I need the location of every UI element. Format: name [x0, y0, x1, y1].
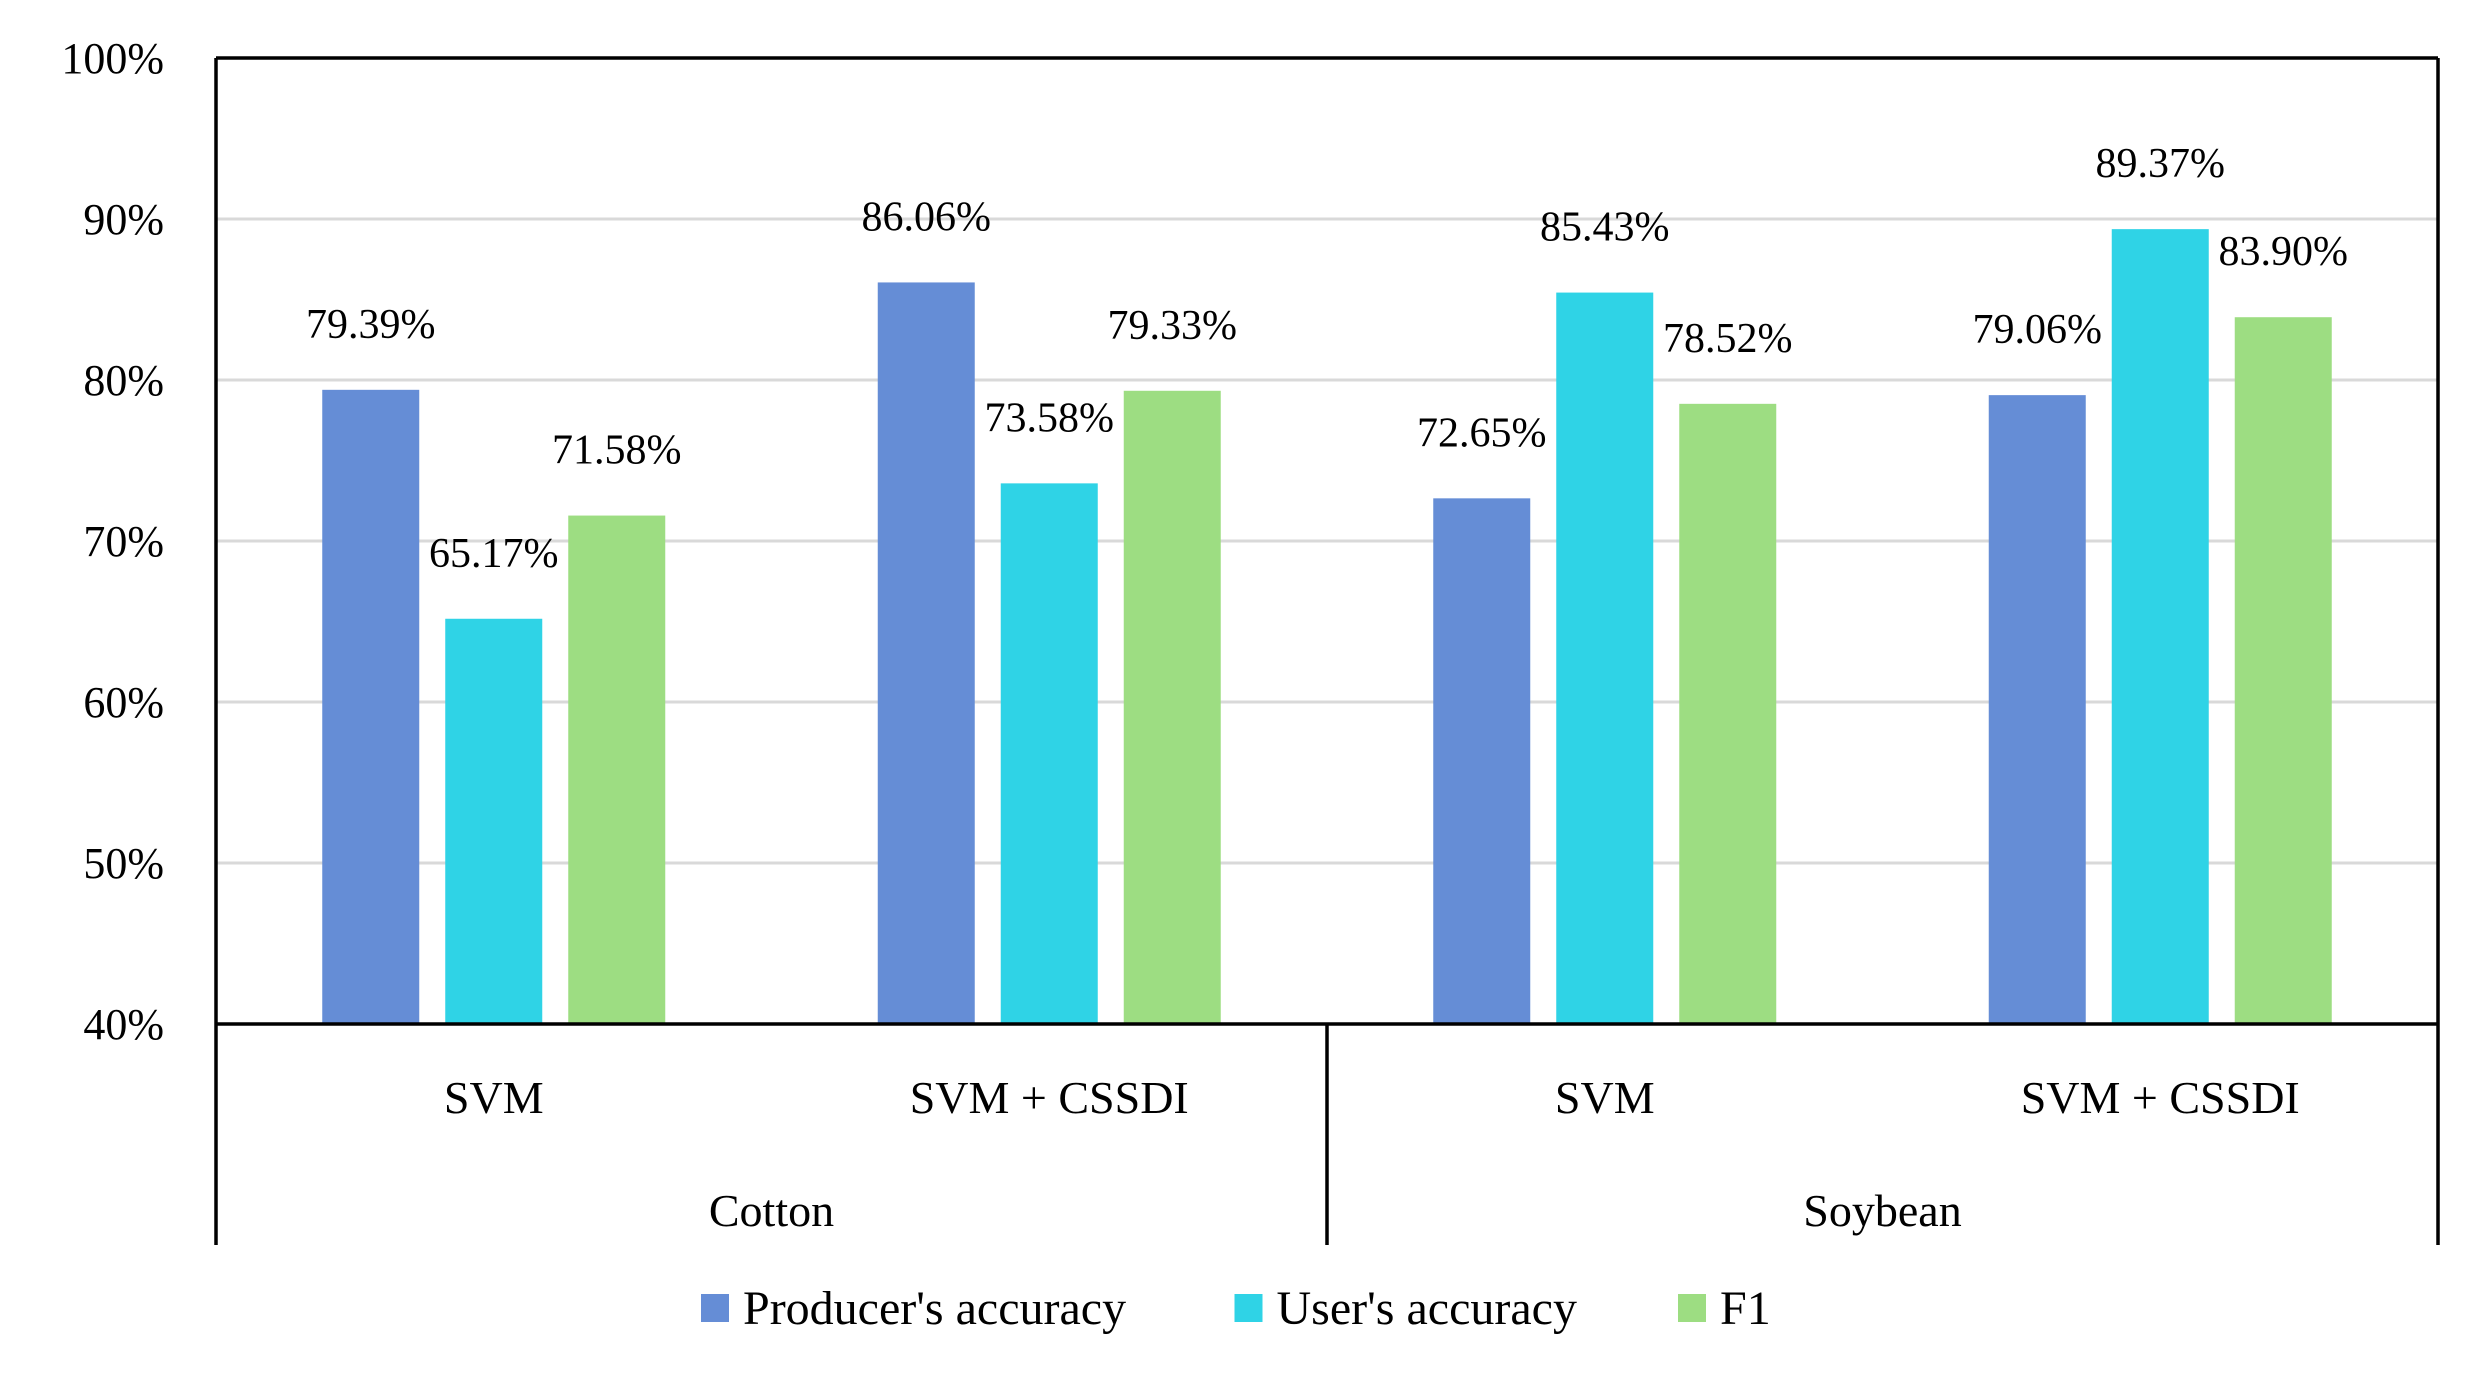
legend-label: Producer's accuracy [743, 1282, 1126, 1335]
bar-producer-s-accuracy-1 [322, 389, 420, 1024]
bar-user-s-accuracy-1 [445, 618, 543, 1024]
y-tick-label: 60% [83, 678, 164, 727]
legend-swatch [1678, 1294, 1706, 1322]
category-label: SVM + CSSDI [2021, 1072, 2300, 1123]
bar-producer-s-accuracy-2 [877, 282, 975, 1025]
legend-label: User's accuracy [1277, 1282, 1577, 1335]
group-label: Cotton [709, 1185, 834, 1236]
data-label: 89.37% [2096, 141, 2226, 187]
legend-item: F1 [1678, 1282, 1771, 1335]
y-tick-label: 80% [83, 356, 164, 405]
y-tick-label: 40% [83, 1000, 164, 1049]
bar-producer-s-accuracy-4 [1988, 395, 2086, 1024]
bar-f1-3 [1679, 403, 1777, 1024]
bar-f1-1 [568, 515, 666, 1024]
y-tick-label: 50% [83, 839, 164, 888]
category-label: SVM [444, 1072, 544, 1123]
bar-user-s-accuracy-4 [2111, 229, 2209, 1024]
bar-f1-2 [1123, 390, 1221, 1024]
data-label: 78.52% [1663, 316, 1793, 362]
legend-item: Producer's accuracy [701, 1282, 1126, 1335]
data-label: 79.33% [1108, 303, 1238, 349]
data-label: 85.43% [1540, 205, 1670, 251]
category-label: SVM + CSSDI [910, 1072, 1189, 1123]
bar-user-s-accuracy-3 [1556, 292, 1654, 1024]
y-tick-label: 100% [61, 34, 164, 83]
legend-item: User's accuracy [1234, 1282, 1577, 1335]
data-label: 79.06% [1973, 307, 2103, 353]
data-label: 86.06% [862, 194, 992, 240]
data-label: 73.58% [985, 395, 1115, 441]
bar-user-s-accuracy-2 [1000, 483, 1098, 1024]
data-label: 65.17% [429, 531, 559, 577]
plot-frame [214, 56, 2440, 1245]
data-label: 72.65% [1417, 410, 1547, 456]
legend: Producer's accuracy User's accuracy F1 [701, 1282, 1771, 1335]
y-tick-label: 90% [83, 195, 164, 244]
bars [322, 229, 2332, 1025]
group-label: Soybean [1803, 1185, 1961, 1236]
legend-label: F1 [1720, 1282, 1771, 1335]
bar-f1-4 [2234, 317, 2332, 1025]
legend-swatch [701, 1294, 729, 1322]
data-label: 79.39% [306, 302, 436, 348]
bar-producer-s-accuracy-3 [1433, 498, 1531, 1025]
data-label: 83.90% [2219, 229, 2349, 275]
y-axis-ticks: 40% 50% 60% 70% 80% 90% 100% [61, 34, 164, 1049]
legend-swatch [1234, 1294, 1263, 1322]
x-axis-labels: Cotton Soybean SVM SVM + CSSDI SVM SVM + CSSD… [444, 1072, 2300, 1236]
category-label: SVM [1555, 1072, 1655, 1123]
data-label: 71.58% [552, 428, 682, 474]
y-tick-label: 70% [83, 517, 164, 566]
data-labels: 79.39% 86.06% 72.65% 79.06% 65.17% 73.58% 85.4… [306, 141, 2348, 577]
